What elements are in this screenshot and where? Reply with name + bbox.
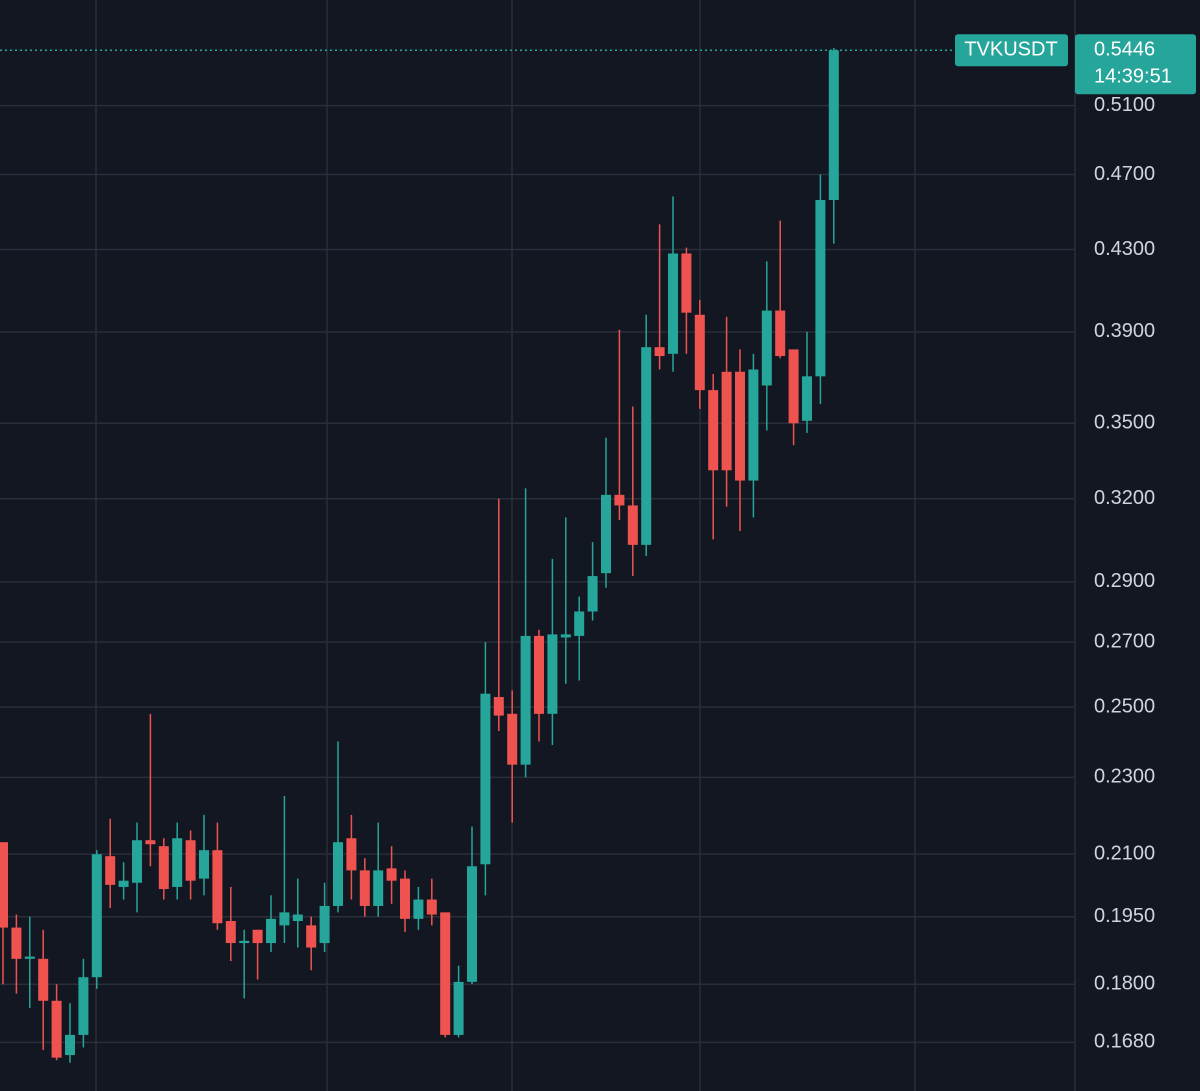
candle-body [614,494,625,506]
candle-body [453,981,464,1035]
y-tick-label: 0.2100 [1094,842,1155,864]
candle-body [694,314,705,391]
candle-body [38,958,49,1001]
y-tick-label: 0.1680 [1094,1031,1155,1053]
symbol-badge [955,34,1068,67]
candle-body [373,870,384,906]
candle-body [534,635,544,714]
candle-body [641,347,652,545]
candle-body [480,693,491,865]
y-tick-label: 0.2900 [1094,570,1155,592]
candle-body [292,914,303,922]
candle-body [574,611,585,636]
y-tick-label: 0.1950 [1094,905,1155,927]
y-tick-label: 0.5100 [1094,94,1155,116]
candle-body [735,371,745,481]
candle-body [105,856,116,885]
candle-body [413,899,424,919]
y-tick-label: 0.3200 [1094,487,1155,509]
candle-body [225,921,236,944]
candle-body [359,870,370,906]
candle-body [11,927,22,959]
candle-body [507,713,518,765]
candle-body [520,635,531,765]
price-badge [1075,34,1196,95]
candle-body [788,349,799,424]
candle-body [185,840,196,881]
candle-body [65,1034,75,1056]
symbol-label: TVKUSDT [964,38,1057,60]
candle-body [239,940,250,944]
candle-body [199,850,209,879]
candle-body [306,925,317,948]
candle-body [132,840,142,883]
candle-body [654,347,665,357]
candle-body [668,253,678,354]
candle-body [91,854,102,978]
y-tick-label: 0.2700 [1094,630,1155,652]
candle-body [627,505,638,545]
candle-body [547,634,558,714]
y-tick-label: 0.3900 [1094,320,1155,342]
candle-body [279,912,290,926]
y-tick-label: 0.2300 [1094,766,1155,788]
candle-body [748,369,759,481]
candle-body [681,253,692,313]
candle-body [346,838,357,871]
candle-body [761,310,772,386]
candle-body [51,1000,62,1058]
candle-body [386,868,397,881]
candle-body [426,899,437,915]
y-tick-label: 0.4300 [1094,238,1155,260]
candle-body [601,494,611,574]
candle-body [24,956,35,959]
candle-body [493,697,504,716]
candle-body [440,912,451,1035]
candle-body [587,576,598,612]
candle-body [721,371,732,471]
countdown-label: 14:39:51 [1094,65,1172,87]
candle-body [212,850,223,924]
candle-body [266,918,276,944]
candle-body [560,634,571,638]
candle-body [145,840,156,845]
y-tick-label: 0.3500 [1094,411,1155,433]
last-price-label: 0.5446 [1094,38,1155,60]
candle-body [828,50,839,201]
candle-body [802,376,812,421]
candle-body [815,200,826,377]
y-tick-label: 0.2500 [1094,695,1155,717]
y-tick-label: 0.4700 [1094,163,1155,185]
candle-body [400,878,410,919]
candle-body [467,866,477,982]
y-tick-label: 0.1800 [1094,972,1155,994]
candle-body [319,905,330,944]
candle-body [775,310,786,357]
candle-body [708,390,719,471]
candle-body [78,977,89,1035]
candle-body [252,929,263,944]
candle-body [0,842,8,928]
candle-body [333,842,343,906]
candle-body [118,880,129,887]
candle-body [158,846,169,890]
candle-body [172,838,183,887]
